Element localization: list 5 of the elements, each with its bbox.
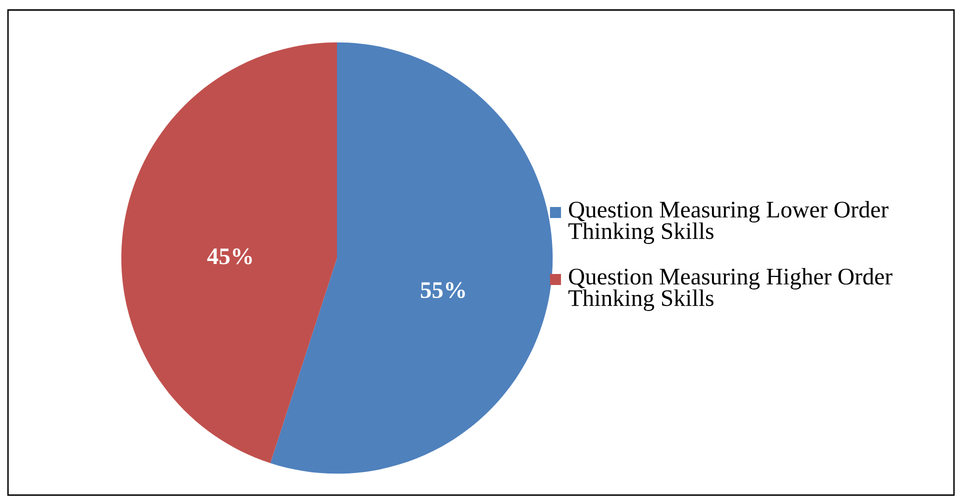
pie-slice — [121, 42, 337, 464]
data-label: 55% — [420, 282, 465, 298]
legend-label: Question Measuring Higher Order Thinking Skills — [568, 268, 892, 311]
data-label: 45% — [207, 248, 252, 264]
legend-label: Question Measuring Lower Order Thinking Skills — [568, 201, 888, 244]
